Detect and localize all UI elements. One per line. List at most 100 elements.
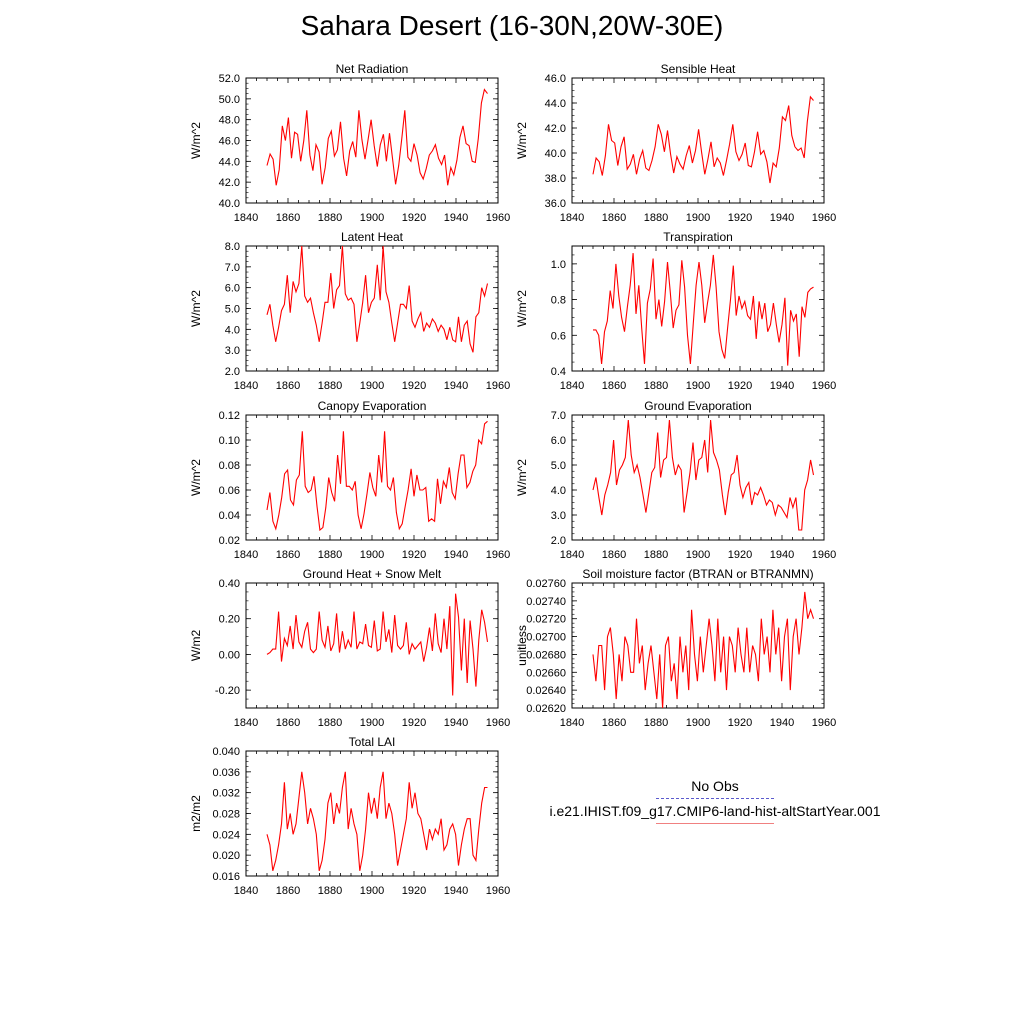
plot-title: Canopy Evaporation: [318, 399, 427, 413]
x-tick-label: 1860: [276, 380, 300, 392]
y-tick-label: 4.0: [551, 485, 566, 497]
y-tick-label: 52.0: [219, 73, 240, 85]
x-tick-label: 1960: [812, 549, 836, 561]
y-tick-label: 5.0: [551, 460, 566, 472]
plot-frame: [571, 245, 825, 372]
x-tick-label: 1900: [360, 380, 384, 392]
series-line: [592, 419, 815, 531]
x-tick-label: 1960: [812, 717, 836, 729]
legend-label-model: i.e21.IHIST.f09_g17.CMIP6-land-hist-altS…: [549, 803, 881, 819]
series-line: [266, 420, 488, 532]
y-tick-label: 46.0: [219, 136, 240, 148]
y-tick-label: 0.028: [212, 809, 240, 821]
y-tick-label: 0.8: [551, 295, 566, 307]
y-tick-label: 0.02620: [526, 703, 566, 715]
x-tick-label: 1900: [686, 212, 710, 224]
x-tick-label: 1840: [234, 717, 258, 729]
plot-title: Soil moisture factor (BTRAN or BTRANMN): [582, 567, 813, 581]
x-tick-label: 1840: [234, 885, 258, 897]
y-tick-label: 42.0: [219, 177, 240, 189]
y-tick-label: 8.0: [225, 241, 240, 253]
plot-title: Ground Heat + Snow Melt: [303, 567, 442, 581]
series-line: [266, 88, 488, 186]
y-tick-label: 6.0: [551, 435, 566, 447]
series-line: [592, 95, 814, 184]
y-tick-label: 0.02760: [526, 578, 566, 590]
y-tick-label: 0.024: [212, 829, 240, 841]
x-tick-label: 1880: [318, 717, 342, 729]
y-tick-label: 0.4: [551, 366, 566, 378]
y-tick-label: 2.0: [225, 366, 240, 378]
y-tick-label: 0.02640: [526, 685, 566, 697]
plot-title: Latent Heat: [341, 230, 404, 244]
x-tick-label: 1900: [686, 380, 710, 392]
series-line: [266, 771, 488, 871]
y-tick-label: 0.02680: [526, 649, 566, 661]
x-tick-label: 1940: [444, 549, 468, 561]
x-tick-label: 1840: [560, 212, 584, 224]
plot-title: Net Radiation: [336, 62, 409, 76]
x-tick-label: 1840: [234, 549, 258, 561]
series-line: [592, 591, 815, 709]
x-tick-label: 1860: [602, 717, 626, 729]
x-tick-label: 1960: [486, 717, 510, 729]
y-tick-label: 40.0: [219, 198, 240, 210]
legend-item-model: i.e21.IHIST.f09_g17.CMIP6-land-hist-altS…: [520, 803, 910, 824]
x-tick-label: 1940: [770, 380, 794, 392]
x-tick-label: 1940: [770, 549, 794, 561]
x-tick-label: 1880: [644, 549, 668, 561]
y-tick-label: 44.0: [219, 156, 240, 168]
x-tick-label: 1860: [276, 212, 300, 224]
x-tick-label: 1960: [812, 380, 836, 392]
y-axis-label: W/m^2: [189, 459, 203, 496]
x-tick-label: 1940: [444, 885, 468, 897]
x-tick-label: 1960: [812, 212, 836, 224]
y-tick-label: 44.0: [545, 98, 566, 110]
legend-item-obs: No Obs: [520, 778, 910, 799]
x-tick-label: 1900: [360, 717, 384, 729]
plot-frame: [571, 77, 825, 204]
y-tick-label: 0.02700: [526, 632, 566, 644]
x-tick-label: 1960: [486, 212, 510, 224]
x-tick-label: 1860: [602, 549, 626, 561]
y-tick-label: 46.0: [545, 73, 566, 85]
x-tick-label: 1920: [402, 212, 426, 224]
series-line: [266, 593, 489, 696]
plot-title: Total LAI: [349, 735, 396, 749]
legend-line-model: [656, 823, 774, 824]
x-tick-label: 1860: [602, 212, 626, 224]
y-tick-label: 0.040: [212, 746, 240, 758]
x-tick-label: 1960: [486, 380, 510, 392]
x-tick-label: 1920: [402, 717, 426, 729]
y-tick-label: 50.0: [219, 94, 240, 106]
x-tick-label: 1900: [686, 549, 710, 561]
y-tick-label: 36.0: [545, 198, 566, 210]
series-line: [593, 253, 814, 366]
y-tick-label: 7.0: [551, 410, 566, 422]
plot-title: Ground Evaporation: [644, 399, 751, 413]
y-tick-label: 40.0: [545, 148, 566, 160]
x-tick-label: 1920: [402, 885, 426, 897]
x-tick-label: 1880: [318, 380, 342, 392]
x-tick-label: 1840: [560, 380, 584, 392]
x-tick-label: 1900: [360, 212, 384, 224]
series-line: [266, 245, 489, 353]
y-axis-label: W/m^2: [515, 122, 529, 159]
plot-title: Sensible Heat: [661, 62, 736, 76]
x-tick-label: 1860: [276, 549, 300, 561]
x-tick-label: 1880: [318, 212, 342, 224]
y-tick-label: 0.020: [212, 850, 240, 862]
x-tick-label: 1880: [644, 380, 668, 392]
y-axis-label: unitless: [515, 625, 529, 666]
x-tick-label: 1960: [486, 885, 510, 897]
y-axis-label: m2/m2: [189, 795, 203, 832]
x-tick-label: 1860: [602, 380, 626, 392]
y-tick-label: 0.10: [219, 435, 240, 447]
y-tick-label: 0.06: [219, 485, 240, 497]
y-tick-label: 48.0: [219, 115, 240, 127]
y-axis-label: W/m^2: [189, 290, 203, 327]
y-tick-label: 0.032: [212, 788, 240, 800]
x-tick-label: 1920: [402, 380, 426, 392]
y-tick-label: 2.0: [551, 535, 566, 547]
y-tick-label: -0.20: [215, 685, 240, 697]
